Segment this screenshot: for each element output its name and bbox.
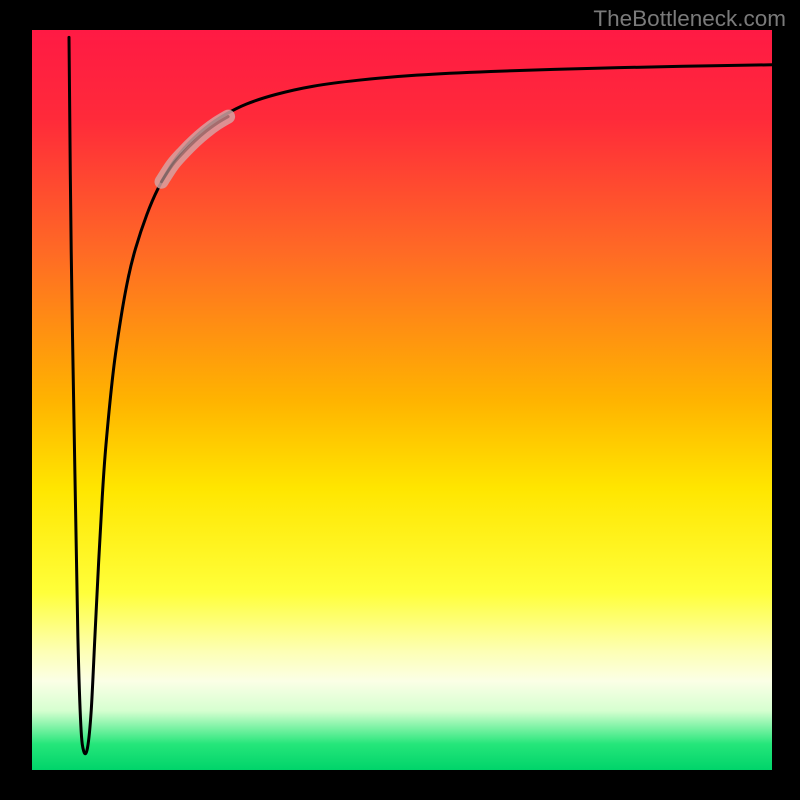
bottleneck-gradient-chart bbox=[0, 0, 800, 800]
watermark-label: TheBottleneck.com bbox=[593, 6, 786, 32]
chart-root: TheBottleneck.com bbox=[0, 0, 800, 800]
